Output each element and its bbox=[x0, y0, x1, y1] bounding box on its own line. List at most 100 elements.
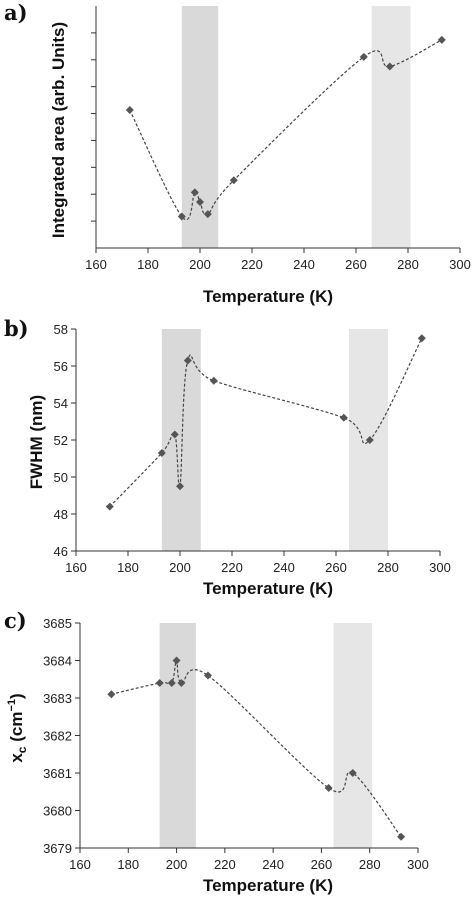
y-tick-label: 52 bbox=[54, 433, 68, 448]
data-point bbox=[397, 832, 406, 841]
y-tick-label: 3680 bbox=[43, 804, 72, 819]
y-tick-label: 58 bbox=[54, 322, 68, 337]
data-point bbox=[417, 334, 426, 343]
panel-label: b) bbox=[4, 316, 29, 341]
data-point bbox=[196, 198, 204, 207]
shaded-regions bbox=[161, 329, 388, 551]
y-tick-label: 48 bbox=[54, 507, 68, 522]
x-tick-label: 160 bbox=[85, 257, 107, 272]
x-tick-label: 220 bbox=[241, 257, 263, 272]
y-tick-label: 3684 bbox=[43, 654, 72, 669]
y-axis-title-subscript: c bbox=[15, 746, 29, 753]
series-line bbox=[109, 337, 423, 508]
shaded-region-1 bbox=[159, 623, 196, 848]
data-point bbox=[170, 430, 179, 439]
shaded-regions bbox=[181, 6, 411, 248]
data-point bbox=[229, 176, 238, 185]
data-point bbox=[190, 188, 199, 197]
x-tick-label: 260 bbox=[345, 257, 367, 272]
series bbox=[107, 656, 406, 841]
data-point bbox=[339, 413, 348, 422]
x-tick-label: 240 bbox=[293, 257, 315, 272]
y-tick-label: 3682 bbox=[43, 729, 72, 744]
x-tick-label: 280 bbox=[359, 857, 381, 872]
y-axis-title-superscript: −1 bbox=[6, 699, 18, 712]
data-point bbox=[203, 210, 212, 219]
x-tick-label: 240 bbox=[273, 560, 295, 575]
x-tick-label: 160 bbox=[65, 560, 87, 575]
data-point bbox=[125, 106, 134, 115]
x-tick-label: 180 bbox=[137, 257, 159, 272]
y-axis-title: Integrated area (arb. Units) bbox=[49, 22, 68, 238]
x-ticks: 160 180 200 220 240 260 280 300 bbox=[85, 248, 471, 272]
data-point bbox=[155, 679, 164, 687]
data-point bbox=[209, 376, 218, 385]
panel-c: 160 180 200 220 240 260 280 300 3679 3680 3681 368… bbox=[4, 608, 429, 895]
y-tick-label: 56 bbox=[54, 359, 68, 374]
data-point bbox=[176, 482, 184, 491]
x-ticks: 160 180 200 220 240 260 280 300 bbox=[69, 848, 429, 872]
y-tick-label: 3681 bbox=[43, 766, 72, 781]
series bbox=[125, 35, 446, 221]
x-tick-label: 300 bbox=[429, 560, 451, 575]
x-tick-label: 180 bbox=[117, 857, 139, 872]
data-point bbox=[359, 52, 368, 61]
x-tick-label: 200 bbox=[166, 857, 188, 872]
shaded-region-1 bbox=[181, 6, 219, 248]
y-tick-label: 50 bbox=[54, 470, 68, 485]
data-point bbox=[203, 671, 212, 680]
x-axis-title: Temperature (K) bbox=[203, 287, 333, 306]
y-tick-label: 3683 bbox=[43, 691, 72, 706]
data-point bbox=[183, 356, 192, 365]
x-tick-label: 160 bbox=[69, 857, 91, 872]
series bbox=[105, 334, 426, 511]
x-tick-label: 280 bbox=[397, 257, 419, 272]
panel-a: 160 180 200 220 240 260 280 300 a) Temperature … bbox=[4, 0, 471, 306]
x-tick-label: 180 bbox=[117, 560, 139, 575]
y-tick-label: 3679 bbox=[43, 841, 72, 856]
series-line bbox=[111, 659, 402, 838]
x-tick-label: 280 bbox=[377, 560, 399, 575]
y-axis-title-close: ) bbox=[7, 693, 26, 699]
x-tick-label: 220 bbox=[214, 857, 236, 872]
x-tick-label: 300 bbox=[449, 257, 471, 272]
shaded-region-1 bbox=[161, 329, 201, 551]
data-point bbox=[324, 784, 333, 792]
x-axis-title: Temperature (K) bbox=[203, 579, 333, 598]
panel-b: 160 180 200 220 240 260 280 300 46485052545658 … bbox=[4, 316, 451, 598]
x-tick-label: 200 bbox=[189, 257, 211, 272]
panel-label: c) bbox=[4, 608, 27, 633]
y-tick-label: 54 bbox=[54, 396, 68, 411]
axes bbox=[95, 6, 460, 249]
panel-label: a) bbox=[4, 0, 28, 25]
x-tick-label: 260 bbox=[311, 857, 333, 872]
data-point bbox=[177, 679, 186, 687]
x-tick-label: 200 bbox=[169, 560, 191, 575]
x-ticks: 160 180 200 220 240 260 280 300 bbox=[65, 551, 451, 575]
data-point bbox=[365, 436, 374, 444]
data-point bbox=[105, 502, 114, 511]
x-tick-label: 260 bbox=[325, 560, 347, 575]
data-point bbox=[385, 62, 394, 71]
data-point bbox=[172, 656, 181, 665]
data-point bbox=[107, 690, 116, 699]
y-axis-title-symbol: x bbox=[7, 753, 26, 763]
shaded-region-2 bbox=[333, 623, 373, 848]
y-tick-label: 3685 bbox=[43, 616, 72, 631]
x-tick-label: 220 bbox=[221, 560, 243, 575]
y-ticks: 46 48 50 52 54 56 58 bbox=[54, 322, 76, 559]
x-tick-label: 240 bbox=[262, 857, 284, 872]
y-ticks bbox=[91, 32, 96, 222]
shaded-region-2 bbox=[371, 6, 411, 248]
data-point bbox=[167, 679, 176, 687]
data-point bbox=[157, 448, 166, 457]
x-axis-title: Temperature (K) bbox=[203, 876, 333, 895]
y-axis-title: xc (cm−1) bbox=[6, 693, 29, 762]
y-axis-title-unit: (cm bbox=[7, 712, 26, 747]
data-point bbox=[177, 212, 186, 221]
y-axis-title: FWHM (nm) bbox=[27, 395, 46, 489]
shaded-regions bbox=[159, 623, 373, 848]
x-tick-label: 300 bbox=[407, 857, 429, 872]
y-tick-label: 46 bbox=[54, 544, 68, 559]
